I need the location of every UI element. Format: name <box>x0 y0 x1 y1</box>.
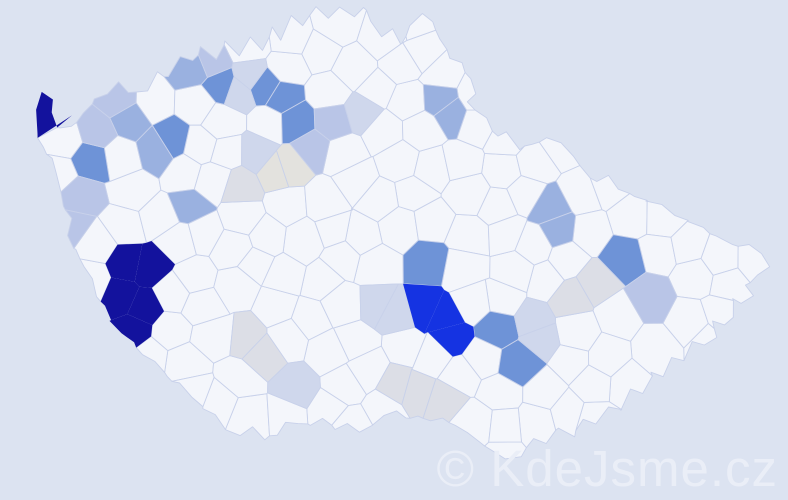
map-district-highlighted <box>374 283 416 336</box>
map-district-highlighted <box>517 322 561 364</box>
map-district-highlighted <box>166 188 218 225</box>
map-district-highlighted <box>135 124 174 180</box>
map-district-highlighted <box>76 103 119 149</box>
map-district-highlighted <box>105 243 143 282</box>
map-district-highlighted <box>134 241 175 288</box>
map-district-highlighted <box>422 378 471 423</box>
map-district <box>351 175 399 223</box>
map-district-highlighted <box>223 76 257 116</box>
map-district <box>538 137 581 175</box>
map-district-highlighted <box>100 277 140 321</box>
map-district-highlighted <box>424 290 465 334</box>
map-district-highlighted <box>276 142 317 188</box>
map-district <box>589 174 631 212</box>
map-district <box>448 278 491 328</box>
map-district <box>187 209 225 257</box>
map-district <box>248 212 287 258</box>
map-district <box>331 403 374 433</box>
map-district-highlighted <box>241 332 289 383</box>
map-district <box>608 357 653 411</box>
map-district-highlighted <box>91 81 137 119</box>
map-district-highlighted <box>538 211 577 249</box>
map-district <box>709 267 754 304</box>
map-district <box>405 13 437 41</box>
map-district <box>670 219 711 265</box>
map-district <box>268 14 314 55</box>
map-district-highlighted <box>575 256 627 309</box>
map-district <box>318 240 361 283</box>
map-district-highlighted <box>197 44 234 78</box>
watermark: © KdeJsme.cz <box>436 440 778 497</box>
map-district-highlighted <box>403 283 445 334</box>
map-district <box>683 322 718 361</box>
map-district <box>506 175 548 219</box>
map-district-highlighted <box>343 90 385 137</box>
map-district-highlighted <box>231 58 268 91</box>
map-district-highlighted <box>428 322 475 357</box>
map-district-highlighted <box>433 96 468 141</box>
map-district-highlighted <box>64 209 98 249</box>
map-district <box>482 130 526 156</box>
map-district-highlighted <box>127 286 164 326</box>
map-district <box>309 6 367 48</box>
map-district <box>700 233 739 276</box>
map-district <box>488 407 522 443</box>
map-district <box>171 372 215 408</box>
map-district-highlighted <box>60 175 110 217</box>
map-district-highlighted <box>36 91 73 138</box>
map-district <box>699 294 734 329</box>
map-district-highlighted <box>109 314 153 348</box>
